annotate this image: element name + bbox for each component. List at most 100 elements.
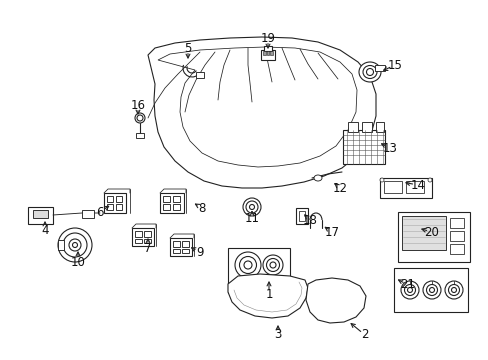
- Bar: [170, 238, 192, 256]
- Bar: [196, 72, 203, 78]
- Bar: [266, 51, 268, 55]
- Ellipse shape: [58, 228, 92, 262]
- Bar: [269, 51, 272, 55]
- Polygon shape: [227, 274, 307, 318]
- Bar: [173, 249, 180, 253]
- Ellipse shape: [358, 62, 380, 82]
- Bar: [132, 228, 154, 246]
- Ellipse shape: [422, 281, 440, 299]
- Text: 1: 1: [264, 288, 272, 302]
- Ellipse shape: [63, 233, 87, 257]
- Polygon shape: [305, 278, 365, 323]
- Bar: [397, 212, 469, 262]
- Bar: [160, 193, 183, 213]
- Bar: [33, 210, 48, 218]
- Bar: [401, 216, 445, 250]
- Bar: [379, 178, 431, 198]
- Bar: [104, 193, 126, 213]
- Text: 21: 21: [400, 279, 415, 292]
- Text: 20: 20: [424, 225, 439, 239]
- Ellipse shape: [69, 239, 81, 251]
- Bar: [449, 218, 463, 228]
- Ellipse shape: [450, 288, 456, 292]
- Text: 10: 10: [70, 256, 85, 269]
- Bar: [261, 50, 274, 60]
- Bar: [374, 65, 384, 71]
- Text: 5: 5: [184, 41, 191, 54]
- Bar: [263, 51, 265, 55]
- Ellipse shape: [137, 115, 142, 121]
- Bar: [342, 130, 384, 164]
- Ellipse shape: [426, 284, 437, 296]
- Text: 9: 9: [196, 246, 203, 258]
- Bar: [347, 122, 357, 132]
- Bar: [116, 196, 122, 202]
- Text: 19: 19: [260, 32, 275, 45]
- Bar: [173, 241, 180, 247]
- Bar: [143, 231, 151, 237]
- Ellipse shape: [366, 68, 373, 76]
- Ellipse shape: [407, 288, 412, 292]
- Ellipse shape: [263, 255, 283, 275]
- Text: 8: 8: [198, 202, 205, 215]
- Ellipse shape: [235, 252, 261, 278]
- Text: 3: 3: [274, 328, 281, 342]
- Text: 13: 13: [382, 141, 397, 154]
- Bar: [116, 204, 122, 210]
- Bar: [58, 240, 64, 250]
- Bar: [182, 249, 189, 253]
- Bar: [298, 211, 305, 221]
- Text: 17: 17: [324, 225, 339, 239]
- Ellipse shape: [400, 281, 418, 299]
- Bar: [173, 204, 180, 210]
- Ellipse shape: [379, 178, 383, 182]
- Ellipse shape: [269, 262, 275, 268]
- Ellipse shape: [245, 201, 258, 213]
- Bar: [449, 231, 463, 241]
- Text: 7: 7: [144, 242, 151, 255]
- Text: 4: 4: [41, 224, 49, 237]
- Bar: [135, 239, 142, 243]
- Bar: [182, 241, 189, 247]
- Bar: [375, 122, 383, 132]
- Ellipse shape: [313, 175, 321, 181]
- Ellipse shape: [447, 284, 459, 296]
- Ellipse shape: [404, 284, 415, 296]
- Bar: [107, 196, 113, 202]
- Bar: [163, 196, 170, 202]
- Bar: [143, 239, 151, 243]
- Ellipse shape: [239, 256, 256, 274]
- Text: 16: 16: [130, 99, 145, 112]
- Bar: [227, 248, 289, 293]
- Bar: [82, 210, 94, 218]
- Ellipse shape: [427, 178, 431, 182]
- Ellipse shape: [72, 243, 77, 248]
- Polygon shape: [148, 37, 375, 188]
- Text: 2: 2: [361, 328, 368, 342]
- Bar: [393, 268, 467, 312]
- Ellipse shape: [428, 288, 434, 292]
- Text: 6: 6: [96, 206, 103, 219]
- Text: 11: 11: [244, 212, 259, 225]
- Text: 12: 12: [332, 181, 347, 194]
- Text: 14: 14: [409, 179, 425, 192]
- Ellipse shape: [444, 281, 462, 299]
- Bar: [173, 196, 180, 202]
- Ellipse shape: [244, 261, 251, 269]
- Ellipse shape: [266, 258, 279, 271]
- Ellipse shape: [243, 198, 261, 216]
- Bar: [264, 46, 271, 51]
- Bar: [107, 204, 113, 210]
- Ellipse shape: [249, 204, 254, 210]
- Ellipse shape: [362, 66, 376, 78]
- Bar: [163, 204, 170, 210]
- Bar: [383, 181, 401, 193]
- Bar: [449, 244, 463, 254]
- Bar: [405, 181, 423, 193]
- Text: 18: 18: [302, 213, 317, 226]
- Bar: [28, 207, 53, 224]
- Bar: [295, 208, 307, 224]
- Text: 15: 15: [387, 59, 402, 72]
- Ellipse shape: [135, 113, 145, 123]
- Bar: [361, 122, 371, 132]
